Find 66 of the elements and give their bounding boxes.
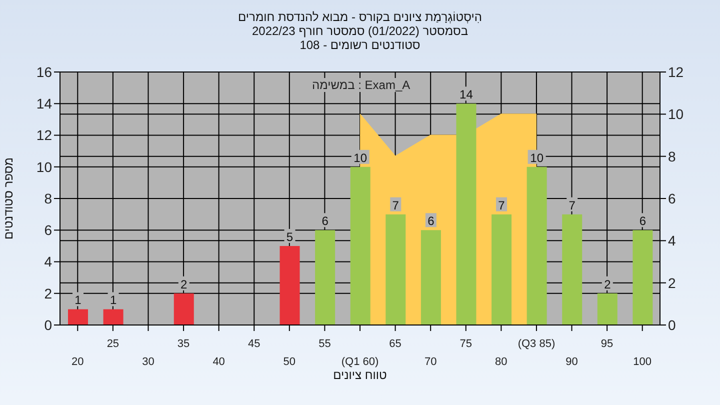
x-tick-label: 55	[318, 338, 331, 350]
x-tick-label: 75	[460, 338, 472, 350]
y-tick-label: 6	[44, 222, 52, 238]
data-label: 7	[498, 198, 506, 212]
x-tick-label: 100	[633, 356, 652, 368]
bar	[103, 309, 124, 325]
data-label: 1	[74, 293, 82, 308]
y2-tick-label: 4	[668, 232, 676, 249]
x-tick-label: 35	[177, 338, 190, 350]
x-tick-label: 50	[283, 356, 296, 368]
data-label: 6	[322, 214, 329, 228]
y-tick-label: 2	[44, 285, 52, 302]
x-tick-label: 25	[106, 338, 120, 350]
y-tick-label: 12	[36, 127, 52, 144]
x-tick-label: 80	[495, 356, 508, 368]
data-label: 10	[530, 150, 544, 165]
y-tick-label: 8	[44, 190, 52, 206]
x-tick-label: 45	[248, 338, 260, 350]
data-label: 7	[568, 198, 576, 212]
x-tick-label: 30	[142, 356, 154, 368]
data-label: 2	[604, 277, 612, 292]
bar	[420, 230, 441, 325]
bar	[386, 214, 406, 325]
bar	[456, 104, 476, 325]
bar	[597, 293, 618, 325]
y-tick-label: 14	[36, 96, 52, 112]
bar	[562, 214, 582, 325]
y2-tick-label: 8	[668, 148, 676, 164]
bar	[68, 309, 88, 325]
bar	[174, 293, 194, 325]
y2-tick-label: 2	[668, 274, 676, 291]
chart-title: הִיסְטוֹגְרָמַת ציונים בקורס - מבוא להנדסת חומרים	[237, 10, 483, 24]
y-tick-label: 4	[44, 254, 52, 270]
bar	[632, 230, 653, 325]
data-label: 14	[460, 88, 474, 102]
x-tick-label: (Q3 85)	[518, 338, 556, 350]
y2-tick-label: 0	[668, 316, 676, 333]
y-tick-label: 16	[36, 64, 52, 80]
data-label: 1	[110, 293, 117, 308]
x-axis-title: טווח ציונים	[333, 368, 388, 382]
data-label: 5	[286, 230, 294, 244]
bar	[526, 166, 547, 325]
bar	[315, 230, 336, 325]
data-label: 7	[392, 198, 400, 212]
y2-tick-label: 10	[668, 106, 684, 122]
data-label: 6	[639, 214, 646, 228]
y-tick-label: 0	[44, 316, 52, 333]
y-tick-label: 10	[36, 158, 52, 175]
bar	[350, 166, 370, 325]
y-axis-title: מספר סטודנטים	[1, 157, 16, 240]
x-tick-label: 65	[389, 338, 402, 350]
annotation: במשימה : Exam_A	[310, 78, 412, 92]
x-tick-label: 90	[566, 356, 578, 368]
x-tick-label: 20	[72, 356, 84, 368]
bar	[492, 214, 512, 325]
x-tick-label: (Q1 60)	[341, 356, 379, 368]
data-label: 2	[180, 277, 188, 292]
y2-tick-label: 6	[668, 190, 676, 206]
chart-subtitle: בסמסטר (01/2022) סמסטר חורף 2022/23 סטודנטים רשומים - 108	[250, 24, 470, 52]
bar	[280, 246, 300, 325]
data-label: 6	[428, 214, 435, 228]
y2-tick-label: 12	[668, 64, 684, 80]
x-tick-label: 70	[424, 356, 437, 368]
x-tick-label: 40	[212, 356, 225, 368]
data-label: 10	[354, 150, 368, 165]
x-tick-label: 95	[600, 338, 614, 350]
